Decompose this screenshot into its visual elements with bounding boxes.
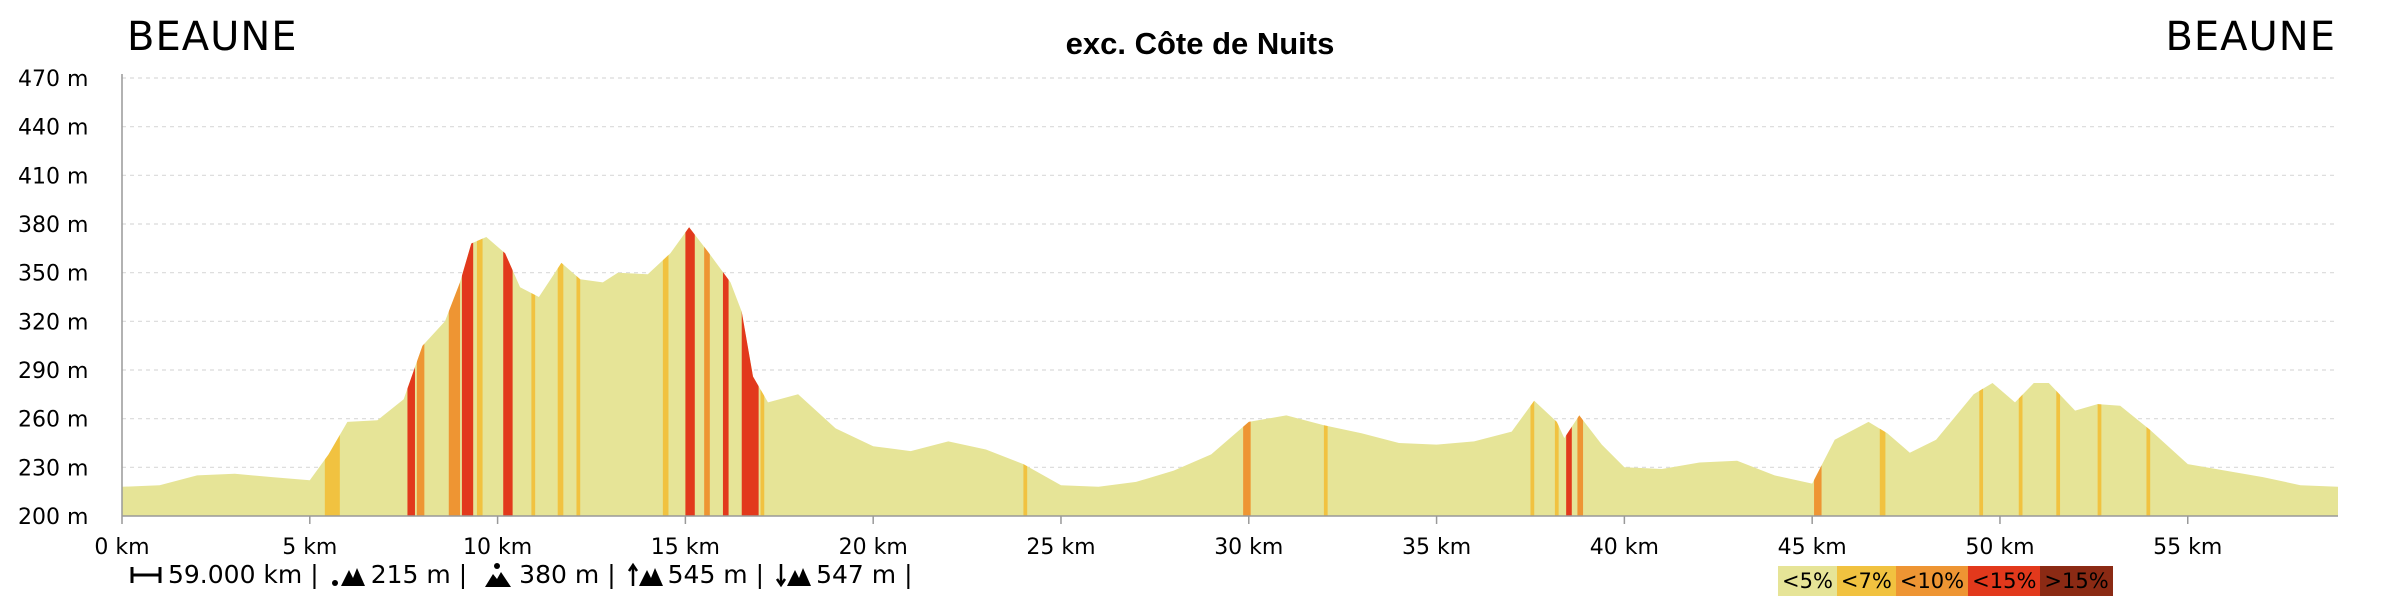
gradient-band	[1814, 227, 1822, 516]
route-stats: 59.000 km | 215 m | 380 m | 545 m | 547 …	[128, 560, 925, 589]
stat-distance: 59.000 km	[168, 560, 303, 589]
gradient-band	[2018, 227, 2023, 516]
stat-max-altitude: 380 m	[519, 560, 600, 589]
y-tick-label: 470 m	[18, 67, 88, 92]
chart-title: exc. Côte de Nuits	[1065, 26, 1335, 61]
y-tick-label: 410 m	[18, 164, 88, 189]
gradient-band	[1023, 227, 1028, 516]
stat-separator: |	[458, 560, 468, 589]
gradient-band	[1979, 227, 1984, 516]
x-tick-label: 40 km	[1590, 535, 1659, 560]
distance-icon	[128, 562, 164, 588]
gradient-legend: <5% <7% <10% <15% >15%	[1778, 566, 2113, 596]
gradient-band	[557, 227, 564, 516]
stat-separator: |	[755, 560, 765, 589]
stat-separator: |	[310, 560, 319, 589]
x-tick-label: 15 km	[651, 535, 720, 560]
gradient-band	[2056, 227, 2061, 516]
x-tick-label: 35 km	[1402, 535, 1471, 560]
y-tick-label: 320 m	[18, 310, 88, 335]
x-tick-label: 50 km	[1965, 535, 2034, 560]
y-tick-label: 440 m	[18, 116, 88, 141]
x-tick-label: 0 km	[94, 535, 149, 560]
gradient-band	[662, 227, 669, 516]
gradient-band	[760, 227, 765, 516]
legend-item-lt5: <5%	[1778, 566, 1837, 596]
y-tick-labels: 470 m 440 m 410 m 380 m 350 m 320 m 290 m 260 m…	[18, 67, 88, 530]
gradient-band	[685, 227, 695, 516]
y-tick-label: 380 m	[18, 213, 88, 238]
x-tick-label: 20 km	[839, 535, 908, 560]
min-altitude-icon	[331, 562, 367, 588]
gradient-band	[1879, 227, 1886, 516]
legend-item-gt15: >15%	[2040, 566, 2113, 596]
end-location-label: BEAUNE	[2165, 14, 2336, 60]
gradient-band	[1323, 227, 1328, 516]
start-location-label: BEAUNE	[127, 14, 298, 60]
legend-item-lt7: <7%	[1836, 566, 1896, 596]
max-altitude-icon	[479, 562, 515, 588]
gradient-band	[722, 227, 729, 516]
gradient-band	[576, 227, 581, 516]
ascent-icon	[627, 562, 664, 588]
x-tick-labels: 0 km 5 km 10 km 15 km 20 km 25 km 30 km 35 km 40…	[94, 535, 2222, 560]
gradient-band	[704, 227, 710, 516]
gradient-band	[1577, 227, 1584, 516]
gradient-band	[1554, 227, 1559, 516]
gradient-band	[324, 227, 340, 516]
legend-item-lt15: <15%	[1968, 566, 2041, 596]
y-tick-label: 230 m	[18, 456, 88, 481]
gradient-band	[503, 227, 513, 516]
gradient-band	[407, 227, 415, 516]
stat-min-altitude: 215 m	[370, 560, 451, 589]
y-tick-label: 290 m	[18, 359, 88, 384]
gradient-band	[416, 227, 425, 516]
gradient-band	[448, 227, 461, 516]
x-tick-label: 5 km	[282, 535, 337, 560]
legend-item-lt10: <10%	[1895, 566, 1969, 596]
elevation-area	[122, 227, 2338, 516]
gradient-band	[1243, 227, 1251, 516]
gradient-band	[531, 227, 536, 516]
stat-descent: 547 m	[816, 560, 897, 589]
x-tick-label: 30 km	[1214, 535, 1283, 560]
descent-icon	[776, 562, 812, 588]
x-tick-label: 10 km	[463, 535, 532, 560]
x-tick-label: 55 km	[2153, 535, 2222, 560]
y-tick-label: 350 m	[18, 262, 88, 287]
y-tick-label: 200 m	[18, 505, 88, 530]
y-tick-label: 260 m	[18, 408, 88, 433]
gradient-band	[1530, 227, 1535, 516]
axes	[121, 74, 2338, 524]
x-tick-label: 45 km	[1778, 535, 1847, 560]
gradient-band	[1566, 227, 1572, 516]
stat-separator: |	[904, 560, 913, 589]
x-tick-label: 25 km	[1026, 535, 1095, 560]
gradient-band	[2146, 227, 2151, 516]
gradient-band	[2097, 227, 2102, 516]
stat-separator: |	[607, 560, 616, 589]
gradient-band	[741, 227, 759, 516]
gradient-band	[461, 227, 474, 516]
gradient-band	[476, 227, 483, 516]
stat-ascent: 545 m	[667, 560, 748, 589]
